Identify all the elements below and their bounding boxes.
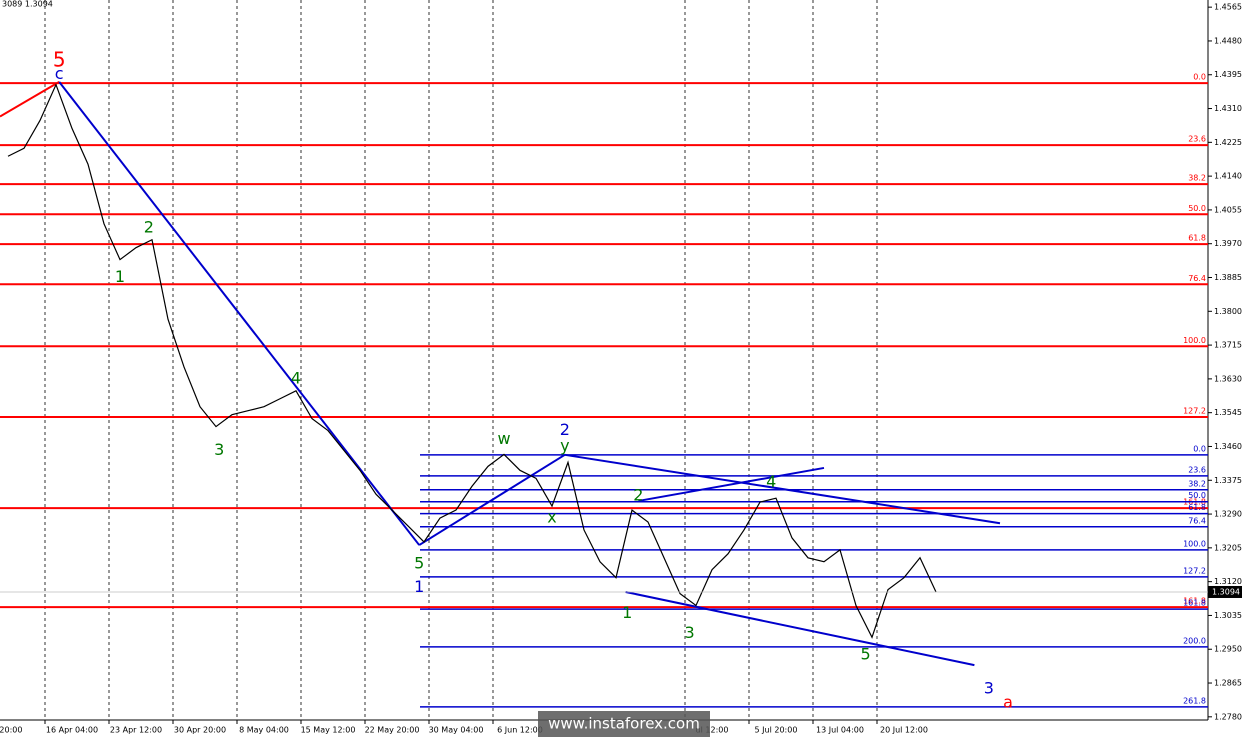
x-tick-label: 20 Jul 12:00	[880, 726, 928, 735]
fib-level-label: 61.8	[1188, 234, 1206, 243]
wave-label: 3	[685, 623, 695, 642]
y-tick-label: 1.3460	[1214, 442, 1242, 451]
y-tick-label: 1.2865	[1214, 679, 1242, 688]
wave-label: 1	[414, 577, 424, 596]
trend-line	[58, 81, 420, 546]
y-tick-label: 1.2950	[1214, 645, 1242, 654]
wave-label: 5	[861, 645, 871, 664]
last-price-box	[1208, 585, 1242, 598]
x-tick-label: 5 Jul 20:00	[755, 726, 798, 735]
wave-label: 1	[115, 267, 125, 286]
y-tick-label: 1.4225	[1214, 138, 1242, 147]
fib-level-label: 100.0	[1183, 539, 1206, 548]
fib-level-label: 38.2	[1188, 479, 1206, 488]
y-tick-label: 1.2780	[1214, 712, 1242, 721]
fib-level-label: 200.0	[1183, 636, 1206, 645]
trend-line	[418, 453, 566, 546]
fib-level-label: 127.2	[1183, 407, 1206, 416]
y-tick-label: 1.3290	[1214, 510, 1242, 519]
x-tick-label: 30 May 04:00	[429, 726, 484, 735]
fib-level-label: 23.6	[1188, 465, 1206, 474]
y-tick-label: 1.3630	[1214, 374, 1242, 383]
header: 3089 1.3094	[2, 0, 53, 9]
y-tick-label: 1.4140	[1214, 172, 1242, 181]
watermark-box	[538, 711, 710, 737]
wave-label: 2	[560, 420, 570, 439]
fib-level-label: 23.6	[1188, 135, 1206, 144]
wave-label: w	[497, 429, 510, 448]
trend-line	[564, 453, 1001, 525]
y-tick-label: 1.3800	[1214, 307, 1242, 316]
trend-line	[638, 466, 825, 502]
fib-level-label: 127.2	[1183, 566, 1206, 575]
fib-level-label: 50.0	[1188, 204, 1206, 213]
x-tick-label: 23 Apr 12:00	[110, 726, 162, 735]
fib-level-label: 50.0	[1188, 491, 1206, 500]
x-tick-label: 15 May 12:00	[301, 726, 356, 735]
y-tick-label: 1.3545	[1214, 408, 1242, 417]
x-tick-label: 30 Apr 20:00	[174, 726, 226, 735]
trend-line	[625, 591, 975, 667]
wave-label: 3	[214, 440, 224, 459]
watermark: www.instaforex.com	[548, 715, 700, 733]
wave-label: 1	[622, 603, 632, 622]
y-tick-label: 1.3970	[1214, 239, 1242, 248]
y-tick-label: 1.3715	[1214, 341, 1242, 350]
wave-label: 2	[144, 217, 154, 236]
last-price-label: 1.3094	[1212, 587, 1240, 596]
wave-label: 4	[291, 368, 301, 387]
wave-label: a	[1003, 692, 1013, 711]
x-tick-label: 22 May 20:00	[365, 726, 420, 735]
x-tick-label: r 20:00	[0, 726, 22, 735]
fib-level-label: 161.8	[1183, 597, 1206, 606]
fib-level-label: 0.0	[1193, 73, 1206, 82]
y-tick-label: 1.4395	[1214, 70, 1242, 79]
wave-label: 5	[414, 553, 424, 572]
fib-level-label: 100.0	[1183, 336, 1206, 345]
x-tick-label: 13 Jul 04:00	[816, 726, 864, 735]
y-tick-label: 1.3120	[1214, 577, 1242, 586]
fib-level-label: 38.2	[1188, 174, 1206, 183]
y-tick-label: 1.4310	[1214, 104, 1242, 113]
x-tick-label: 16 Apr 04:00	[46, 726, 98, 735]
wave-label: 4	[766, 472, 776, 491]
y-tick-label: 1.3885	[1214, 273, 1242, 282]
y-tick-label: 1.4055	[1214, 205, 1242, 214]
y-tick-label: 1.3205	[1214, 543, 1242, 552]
wave-label: 3	[984, 678, 994, 697]
y-tick-label: 1.3035	[1214, 611, 1242, 620]
trend-line	[0, 81, 60, 118]
x-tick-label: ul 12:00	[696, 726, 729, 735]
fib-level-label: 261.8	[1183, 696, 1206, 705]
y-tick-label: 1.4480	[1214, 36, 1242, 45]
fib-level-label: 76.4	[1188, 274, 1206, 283]
price-line	[7, 83, 937, 639]
fib-level-label: 76.4	[1188, 516, 1206, 525]
wave-label: x	[547, 508, 556, 527]
fib-level-label: 161.8	[1183, 599, 1206, 608]
wave-label: y	[560, 436, 569, 455]
fib-level-label: 0.0	[1193, 444, 1206, 453]
wave-label: 5	[53, 47, 66, 71]
x-tick-label: 6 Jun 12:00	[497, 726, 543, 735]
wave-label: c	[55, 64, 64, 83]
wave-label: 2	[633, 486, 643, 505]
y-tick-label: 1.4565	[1214, 3, 1242, 12]
y-tick-label: 1.3375	[1214, 476, 1242, 485]
x-tick-label: 8 May 04:00	[239, 726, 289, 735]
fib-level-label: 61.8	[1188, 503, 1206, 512]
